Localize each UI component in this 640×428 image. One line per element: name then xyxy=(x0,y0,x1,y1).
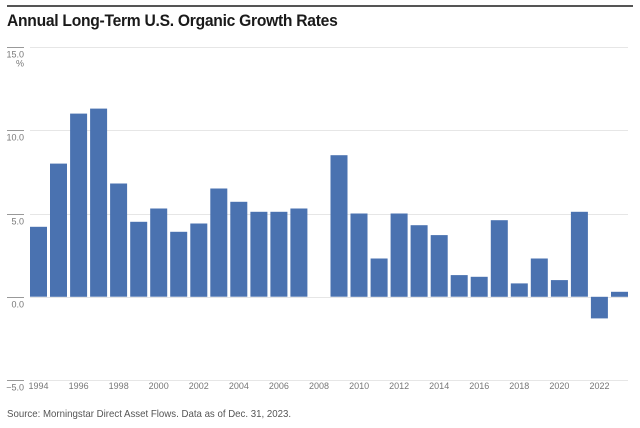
x-tick-label: 2010 xyxy=(349,381,369,391)
bar-2021 xyxy=(570,211,588,297)
y-tick-label: 15.0 xyxy=(6,50,24,60)
y-unit-label: % xyxy=(16,59,24,69)
top-rule xyxy=(7,5,633,7)
bar-2020 xyxy=(550,280,568,297)
bar-2004 xyxy=(230,201,248,297)
bar-2005 xyxy=(250,211,268,297)
bar-2001 xyxy=(170,231,188,297)
bar-2017 xyxy=(490,220,508,297)
bar-1998 xyxy=(110,183,128,297)
x-axis: 1994 1996 1998 2000 2002 2004 2006 2008 2010 2012… xyxy=(28,381,609,391)
x-tick-label: 2006 xyxy=(269,381,289,391)
x-tick-label: 2008 xyxy=(309,381,329,391)
x-tick-label: 2020 xyxy=(549,381,569,391)
y-axis: 15.0% 10.0 5.0 0.0 −5.0 xyxy=(6,47,24,393)
bar-2012 xyxy=(390,213,408,297)
x-tick-label: 2004 xyxy=(229,381,249,391)
bar-2023 xyxy=(611,291,628,297)
bar-1999 xyxy=(130,221,148,297)
bar-2009 xyxy=(330,155,348,297)
x-tick-label: 2018 xyxy=(509,381,529,391)
bar-2000 xyxy=(150,208,168,297)
bar-2022 xyxy=(590,296,608,319)
x-tick-label: 1998 xyxy=(109,381,129,391)
bar-2016 xyxy=(470,276,488,297)
bar-1996 xyxy=(70,113,88,297)
x-tick-label: 2012 xyxy=(389,381,409,391)
bar-1995 xyxy=(50,163,67,297)
x-tick-label: 2014 xyxy=(429,381,449,391)
x-tick-label: 2022 xyxy=(589,381,609,391)
gridlines xyxy=(30,47,628,381)
chart-title: Annual Long-Term U.S. Organic Growth Rat… xyxy=(7,11,338,30)
y-tick-label: 10.0 xyxy=(6,133,24,143)
x-tick-label: 1994 xyxy=(28,381,48,391)
bar-1997 xyxy=(90,108,108,297)
bar-2002 xyxy=(190,223,208,297)
bar-2018 xyxy=(510,283,528,297)
bar-2003 xyxy=(210,188,228,297)
bar-2006 xyxy=(270,211,288,297)
bars xyxy=(30,108,628,319)
y-tick-label: −5.0 xyxy=(6,383,24,393)
y-tick-label: 5.0 xyxy=(11,217,24,227)
x-tick-label: 2002 xyxy=(189,381,209,391)
x-tick-label: 1996 xyxy=(69,381,89,391)
x-tick-label: 2000 xyxy=(149,381,169,391)
bar-2007 xyxy=(290,208,308,297)
bar-1994 xyxy=(30,226,47,297)
bar-2011 xyxy=(370,258,388,297)
bar-2019 xyxy=(530,258,548,297)
bar-2013 xyxy=(410,225,428,297)
bar-2014 xyxy=(430,235,448,297)
bar-2010 xyxy=(350,213,368,297)
source-note: Source: Morningstar Direct Asset Flows. … xyxy=(7,408,292,420)
x-tick-label: 2016 xyxy=(469,381,489,391)
y-tick-label: 0.0 xyxy=(11,300,24,310)
bar-2015 xyxy=(450,275,468,297)
